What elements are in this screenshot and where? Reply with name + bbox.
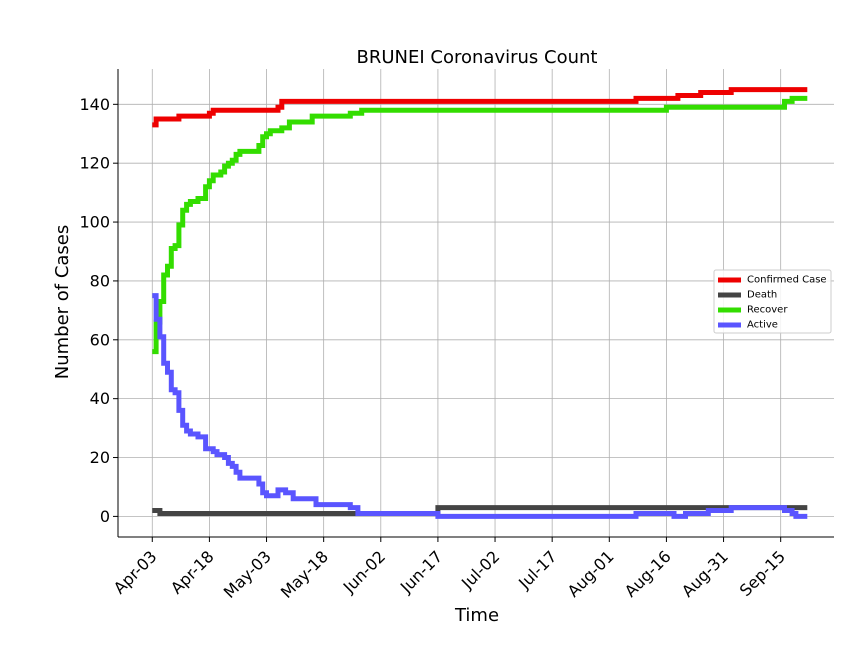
x-axis-label: Time — [454, 605, 499, 626]
x-tick-label: May-18 — [277, 547, 332, 602]
legend-label: Recover — [747, 305, 788, 316]
x-tick-label: Jul-02 — [457, 547, 503, 593]
x-tick-label: Jul-17 — [514, 547, 560, 593]
legend-label: Active — [747, 320, 778, 331]
y-tick-label: 60 — [90, 330, 110, 349]
y-axis-label: Number of Cases — [52, 225, 73, 380]
series-line-active — [152, 293, 808, 519]
y-tick-label: 140 — [79, 95, 110, 114]
legend-box — [713, 269, 832, 334]
x-tick-label: Jun-02 — [339, 547, 389, 597]
series-line-confirmed-case — [152, 87, 808, 128]
x-tick-label: Aug-31 — [678, 547, 732, 601]
chart-title: BRUNEI Coronavirus Count — [357, 47, 598, 68]
y-tick-label: 40 — [90, 389, 110, 408]
y-tick-label: 20 — [90, 448, 110, 467]
series-line-death — [152, 505, 808, 516]
y-tick-label: 80 — [90, 271, 110, 290]
x-axis-ticks: Apr-03 Apr-18 May-03 May-18 Jun-02 Jun-17 Jul-… — [110, 537, 789, 602]
x-tick-label: Sep-15 — [736, 547, 789, 600]
x-tick-label: Aug-16 — [621, 547, 675, 601]
y-tick-label: 100 — [79, 213, 110, 232]
x-tick-label: Jun-17 — [396, 547, 446, 597]
x-tick-label: Apr-18 — [167, 547, 218, 598]
x-tick-label: Aug-01 — [564, 547, 618, 601]
x-tick-label: May-03 — [220, 547, 275, 602]
series-lines — [152, 87, 808, 519]
legend: Confirmed Case Death Recover Active — [713, 269, 832, 334]
y-tick-label: 0 — [100, 507, 110, 526]
x-tick-label: Apr-03 — [110, 547, 161, 598]
y-tick-label: 120 — [79, 154, 110, 173]
y-axis-ticks: 0 20 40 60 80 100 120 140 — [79, 95, 118, 526]
series-line-recover — [152, 95, 808, 355]
legend-label: Confirmed Case — [747, 275, 827, 286]
legend-label: Death — [747, 290, 777, 301]
axes — [117, 69, 834, 538]
